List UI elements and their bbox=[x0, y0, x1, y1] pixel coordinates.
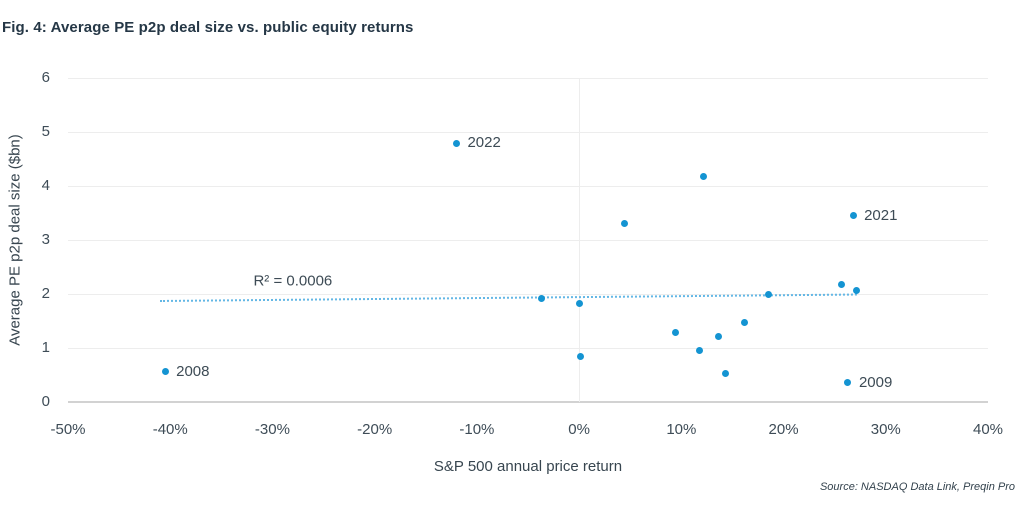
y-tick-label: 4 bbox=[41, 177, 50, 194]
gridline-horizontal bbox=[68, 240, 988, 241]
gridline-horizontal bbox=[68, 294, 988, 295]
data-point bbox=[537, 295, 545, 303]
figure-title: Fig. 4: Average PE p2p deal size vs. pub… bbox=[2, 19, 414, 36]
data-point bbox=[452, 139, 460, 147]
data-point-year-label: 2021 bbox=[864, 206, 898, 224]
x-axis-baseline bbox=[68, 401, 988, 403]
data-point bbox=[721, 370, 729, 378]
y-tick-label: 0 bbox=[41, 393, 50, 410]
data-point bbox=[576, 353, 584, 361]
data-point bbox=[838, 281, 846, 289]
y-tick-label: 5 bbox=[41, 123, 50, 140]
data-point bbox=[844, 379, 852, 387]
figure-source: Source: NASDAQ Data Link, Preqin Pro bbox=[819, 481, 1015, 493]
y-tick-labels: 0 1 2 3 4 5 6 bbox=[0, 69, 50, 410]
gridline-vertical-zero bbox=[579, 78, 581, 402]
data-point bbox=[671, 328, 679, 336]
x-tick-label: -10% bbox=[459, 421, 495, 438]
data-point bbox=[714, 332, 722, 340]
data-point bbox=[696, 347, 704, 355]
gridline-horizontal bbox=[68, 186, 988, 187]
x-tick-label: 20% bbox=[768, 421, 799, 438]
gridline-horizontal bbox=[68, 348, 988, 349]
x-tick-label: -20% bbox=[357, 421, 393, 438]
y-tick-label: 2 bbox=[41, 285, 50, 302]
data-point bbox=[161, 368, 169, 376]
x-tick-labels: -50% -40% -30% -20% -10% 0% 10% 20% 30% 40% bbox=[50, 421, 1003, 441]
x-axis-title: S&P 500 annual price return bbox=[433, 458, 623, 475]
x-tick-label: -40% bbox=[152, 421, 188, 438]
y-tick-label: 6 bbox=[41, 69, 50, 86]
data-point-year-label: 2022 bbox=[467, 134, 501, 152]
data-point bbox=[849, 212, 857, 220]
data-point-year-label: 2008 bbox=[176, 362, 210, 380]
gridline-horizontal bbox=[68, 132, 988, 133]
x-tick-label: -30% bbox=[254, 421, 290, 438]
y-tick-label: 1 bbox=[41, 339, 50, 356]
data-point bbox=[764, 290, 772, 298]
data-point bbox=[852, 286, 860, 294]
data-point-year-label: 2009 bbox=[858, 373, 893, 391]
data-point bbox=[575, 299, 583, 307]
x-tick-label: 0% bbox=[568, 421, 590, 438]
y-tick-label: 3 bbox=[41, 231, 50, 248]
gridline-horizontal bbox=[68, 78, 988, 79]
x-tick-label: 30% bbox=[870, 421, 901, 438]
x-tick-label: 10% bbox=[666, 421, 697, 438]
data-point bbox=[700, 173, 708, 181]
data-point bbox=[741, 319, 749, 327]
x-tick-label: 40% bbox=[972, 421, 1004, 438]
data-point bbox=[620, 220, 628, 228]
r2-annotation: R² = 0.0006 bbox=[253, 272, 333, 289]
plot-area: R² = 0.0006 2008 2022 2009 2021 bbox=[68, 78, 988, 403]
x-tick-label: -50% bbox=[50, 421, 86, 438]
